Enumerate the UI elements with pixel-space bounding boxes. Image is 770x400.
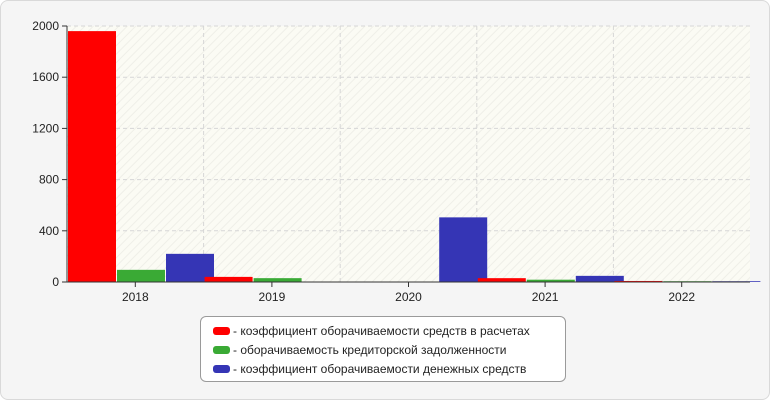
bar-2022-0 — [614, 280, 663, 282]
x-tick-label: 2021 — [532, 290, 559, 304]
x-tick-label: 2018 — [122, 290, 149, 304]
legend-item-0: - коэффициент оборачиваемости средств в … — [213, 321, 565, 340]
legend-label-0: - коэффициент оборачиваемости средств в … — [233, 323, 530, 338]
bar-2021-0 — [477, 278, 526, 282]
legend: - коэффициент оборачиваемости средств в … — [200, 316, 566, 382]
plot-area — [67, 26, 750, 282]
x-tick-label: 2022 — [668, 290, 695, 304]
bars — [68, 31, 761, 283]
y-tick-label: 400 — [39, 224, 59, 238]
y-tick-label: 800 — [39, 173, 59, 187]
bar-2020-2 — [439, 217, 488, 282]
y-tick-label: 2000 — [32, 19, 59, 33]
y-tick-labels: 0 400 800 1200 1600 2000 — [32, 19, 67, 289]
bar-2021-2 — [575, 275, 624, 282]
legend-item-2: - коэффициент оборачиваемости денежных с… — [213, 359, 565, 378]
bar-2019-0 — [204, 276, 253, 282]
legend-label-1: - оборачиваемость кредиторской задолженн… — [233, 342, 507, 357]
y-tick-label: 1600 — [32, 70, 59, 84]
bar-2018-0 — [68, 31, 116, 283]
x-tick-label: 2019 — [259, 290, 286, 304]
bar-2019-1 — [253, 278, 302, 282]
x-tick-labels: 2018 2019 2020 2021 2022 — [122, 282, 695, 304]
x-tick-label: 2020 — [395, 290, 422, 304]
bar-2018-1 — [117, 269, 165, 282]
y-tick-label: 1200 — [32, 121, 59, 135]
y-tick-label: 0 — [52, 275, 59, 289]
legend-swatch-green — [213, 345, 230, 354]
legend-swatch-blue — [213, 364, 230, 373]
bar-2021-1 — [526, 279, 575, 282]
legend-item-1: - оборачиваемость кредиторской задолженн… — [213, 340, 565, 359]
legend-label-2: - коэффициент оборачиваемости денежных с… — [233, 361, 527, 376]
legend-swatch-red — [213, 326, 230, 335]
